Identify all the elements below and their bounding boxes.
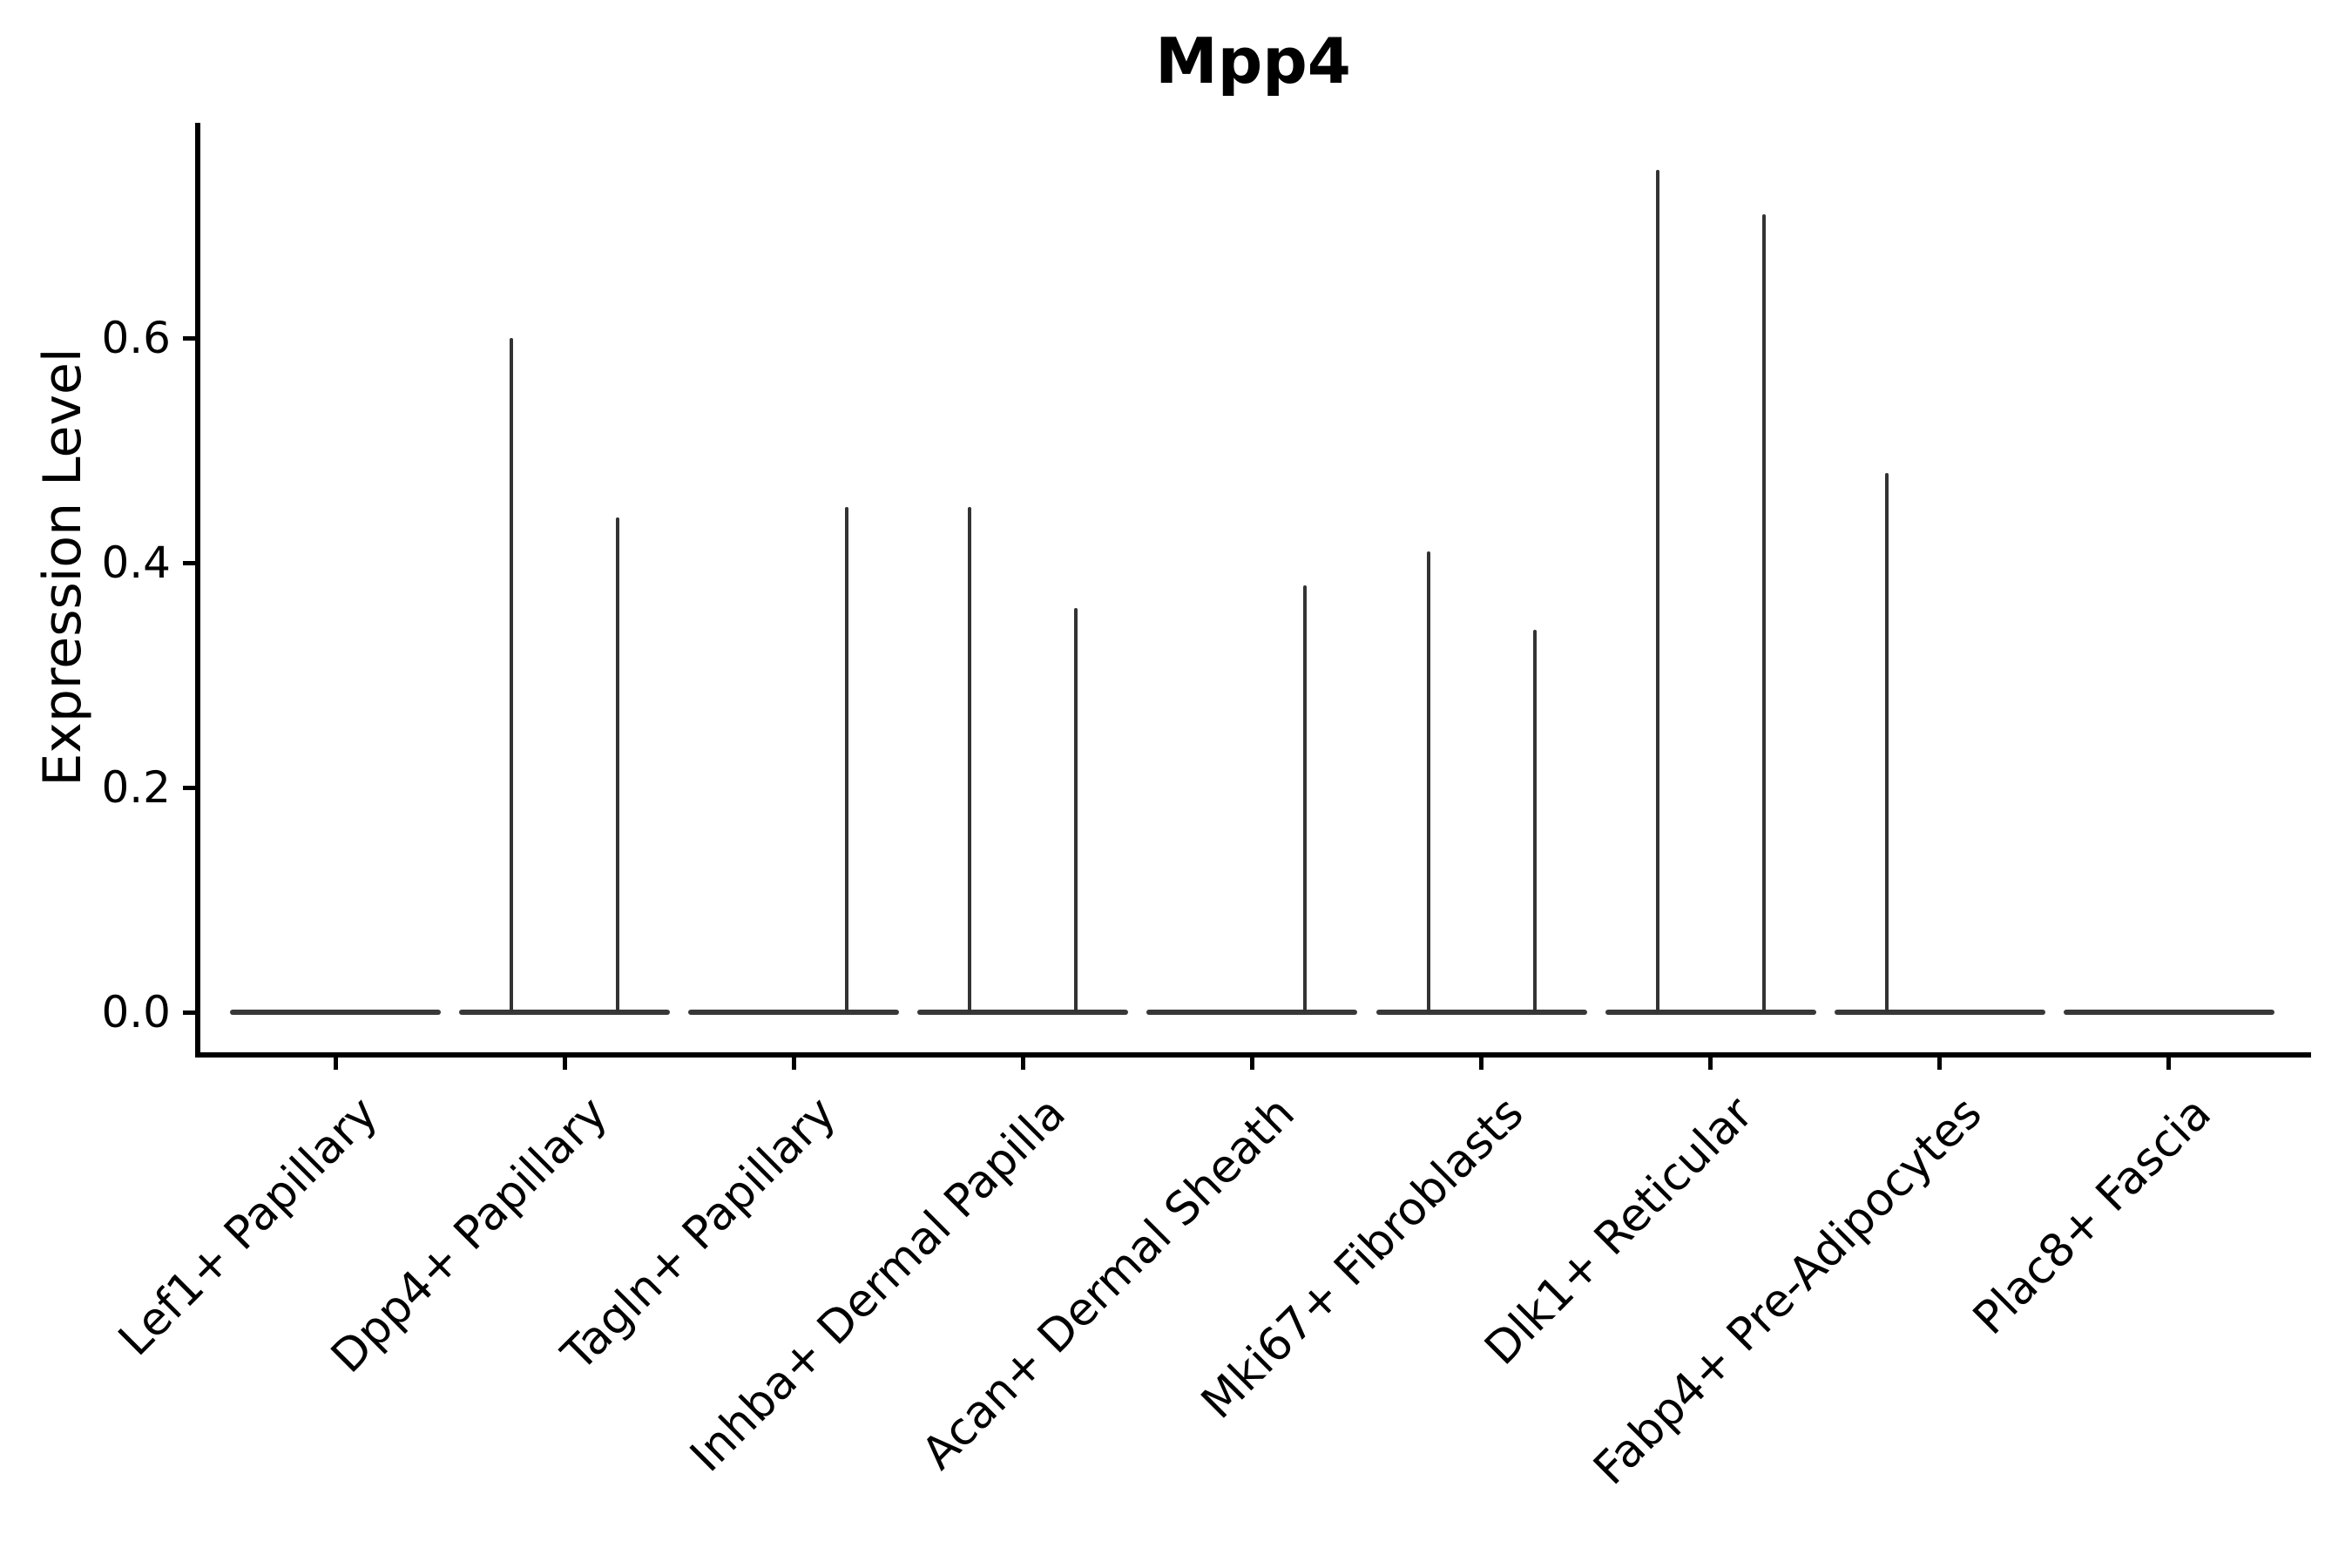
- x-tick-mark: [1708, 1058, 1713, 1070]
- violin-spike: [1655, 169, 1659, 1012]
- violin-spike: [1074, 607, 1078, 1012]
- x-tick-label: Plac8+ Fascia: [1963, 1087, 2222, 1345]
- violin-baseline: [1605, 1010, 1816, 1015]
- y-tick-mark: [183, 1010, 195, 1015]
- violin-baseline: [1146, 1010, 1358, 1015]
- y-tick-mark: [183, 560, 195, 565]
- y-tick-label: 0.2: [101, 762, 171, 813]
- violin-spike: [968, 506, 972, 1012]
- violin-baseline: [2063, 1010, 2274, 1015]
- y-tick-label: 0.4: [101, 537, 171, 588]
- x-tick-label: Acan+ Dermal Sheath: [912, 1087, 1305, 1480]
- violin-spike: [1761, 214, 1766, 1012]
- y-tick-label: 0.6: [101, 313, 171, 363]
- y-tick-mark: [183, 785, 195, 790]
- violin-baseline: [917, 1010, 1129, 1015]
- violin-spike: [616, 517, 620, 1012]
- x-tick-label: Fabp4+ Pre-Adipocytes: [1584, 1087, 1993, 1496]
- violin-spike: [1303, 585, 1308, 1012]
- x-tick-mark: [1479, 1058, 1484, 1070]
- violin-spike: [1532, 630, 1537, 1012]
- violin-baseline: [1834, 1010, 2045, 1015]
- violin-spike: [1884, 472, 1889, 1012]
- x-axis-spine: [195, 1052, 2311, 1058]
- x-tick-mark: [333, 1058, 338, 1070]
- x-tick-mark: [562, 1058, 567, 1070]
- x-tick-mark: [2166, 1058, 2172, 1070]
- violin-baseline: [230, 1010, 441, 1015]
- y-tick-mark: [183, 335, 195, 341]
- y-tick-label: 0.0: [101, 987, 171, 1037]
- violin-baseline: [459, 1010, 671, 1015]
- y-axis-spine: [195, 123, 200, 1058]
- x-tick-mark: [1937, 1058, 1943, 1070]
- violin-baseline: [1375, 1010, 1587, 1015]
- violin-spike: [845, 506, 849, 1012]
- x-tick-mark: [1249, 1058, 1254, 1070]
- x-tick-mark: [791, 1058, 796, 1070]
- violin-baseline: [688, 1010, 900, 1015]
- x-tick-label: Inhba+ Dermal Papilla: [680, 1087, 1076, 1483]
- violin-spike: [510, 338, 514, 1012]
- violin-spike: [1426, 551, 1430, 1012]
- y-axis-label: Expression Level: [32, 348, 93, 787]
- x-tick-mark: [1020, 1058, 1025, 1070]
- chart-title: Mpp4: [1155, 24, 1351, 98]
